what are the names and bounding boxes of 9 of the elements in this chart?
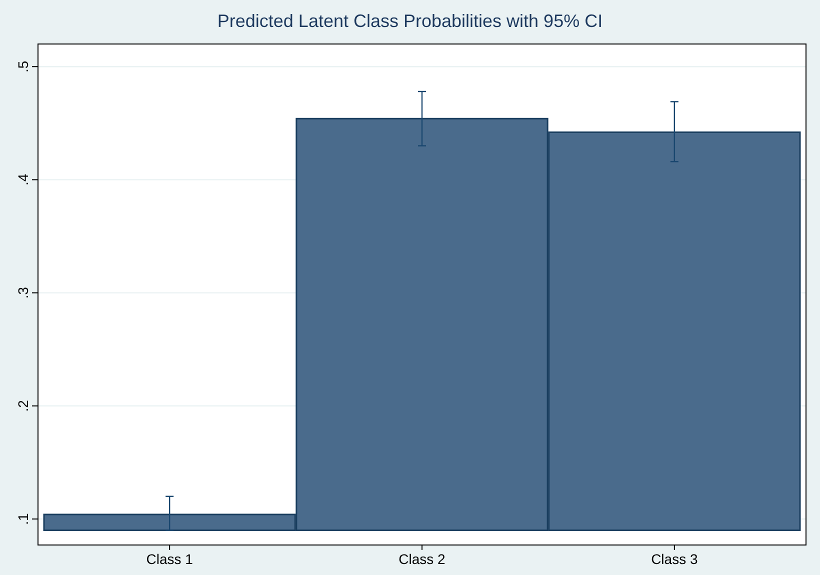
y-tick-label: .5 xyxy=(15,60,31,72)
chart-title: Predicted Latent Class Probabilities with 95% CI xyxy=(217,11,603,31)
y-tick-label: .3 xyxy=(15,286,31,299)
x-tick-label: Class 3 xyxy=(651,551,698,567)
y-tick-label: .4 xyxy=(15,174,31,186)
y-tick-label: .1 xyxy=(15,512,31,525)
x-tick-label: Class 1 xyxy=(146,551,194,567)
x-tick-label: Class 2 xyxy=(398,551,446,567)
y-tick-label: .2 xyxy=(15,400,31,412)
